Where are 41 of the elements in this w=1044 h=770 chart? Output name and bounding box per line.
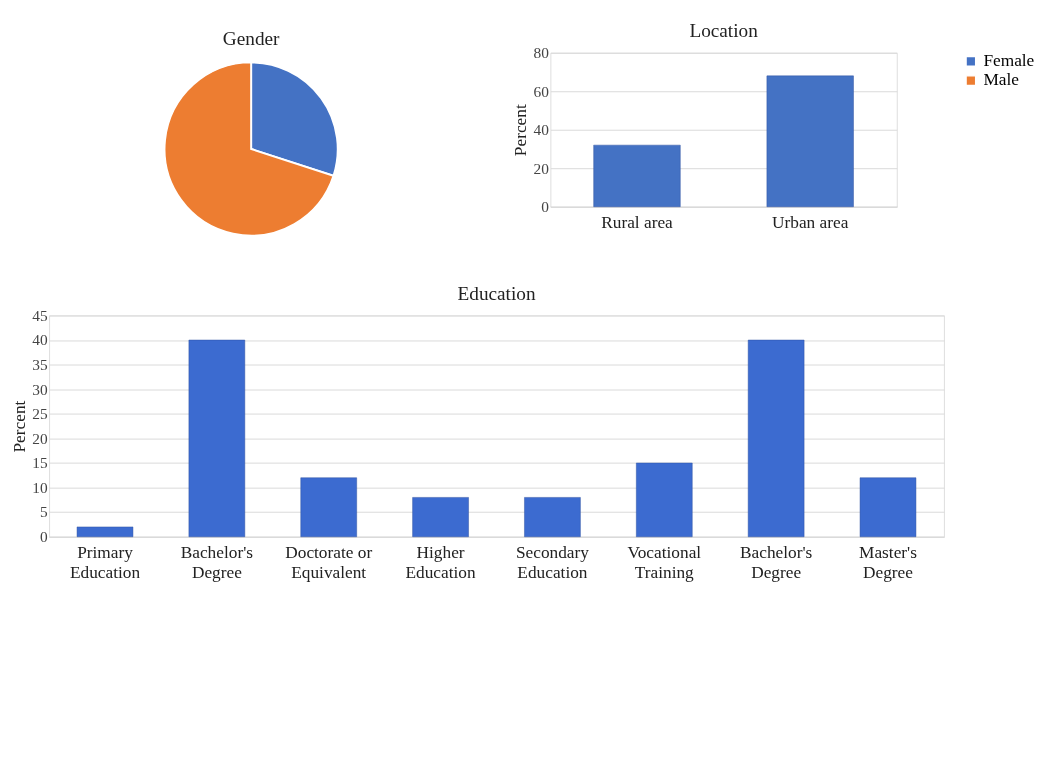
y-tick-label: 40	[533, 121, 550, 139]
y-tick-label: 45	[32, 306, 48, 324]
y-tick-label: 60	[533, 82, 550, 100]
y-tick-label: 15	[32, 454, 48, 472]
bar	[859, 477, 917, 537]
bar	[636, 462, 693, 537]
bar	[188, 339, 246, 537]
chart-title: Gender	[222, 28, 281, 50]
x-tick-label: Doctorate or Equivalent	[285, 543, 373, 582]
legend-label: Female	[983, 51, 1035, 71]
y-tick-label: 0	[39, 528, 48, 546]
y-tick-label: 35	[32, 355, 48, 373]
chart-title: Location	[689, 20, 759, 42]
x-tick-label: Secondary Education	[515, 543, 590, 582]
bar	[412, 497, 469, 537]
legend-label: Male	[983, 70, 1020, 90]
pie-slice	[163, 61, 335, 237]
x-tick-label: Bachelor's Degree	[740, 543, 813, 582]
x-tick-label: Master's Degree	[859, 543, 918, 582]
y-axis-title: Percent	[510, 104, 530, 157]
bar	[300, 477, 357, 537]
bar	[747, 339, 805, 537]
y-tick-label: 5	[39, 503, 48, 521]
x-tick-label: Urban area	[772, 213, 849, 233]
y-tick-label: 30	[32, 380, 48, 398]
y-tick-label: 25	[32, 405, 48, 423]
chart-title: Education	[457, 283, 536, 305]
bar	[524, 497, 581, 537]
y-tick-label: 10	[32, 478, 48, 496]
y-tick-label: 20	[533, 159, 550, 177]
x-tick-label: Vocational Training	[627, 543, 702, 582]
y-tick-label: 20	[32, 429, 48, 447]
y-tick-label: 40	[32, 331, 48, 349]
y-tick-label: 0	[541, 198, 550, 216]
x-tick-label: Rural area	[601, 213, 674, 233]
x-tick-label: Bachelor's Degree	[180, 543, 254, 582]
y-tick-label: 80	[533, 44, 550, 62]
x-tick-label: Primary Education	[69, 543, 141, 582]
bar	[76, 526, 134, 537]
x-tick-label: Higher Education	[405, 543, 476, 582]
y-axis-title: Percent	[9, 400, 29, 453]
